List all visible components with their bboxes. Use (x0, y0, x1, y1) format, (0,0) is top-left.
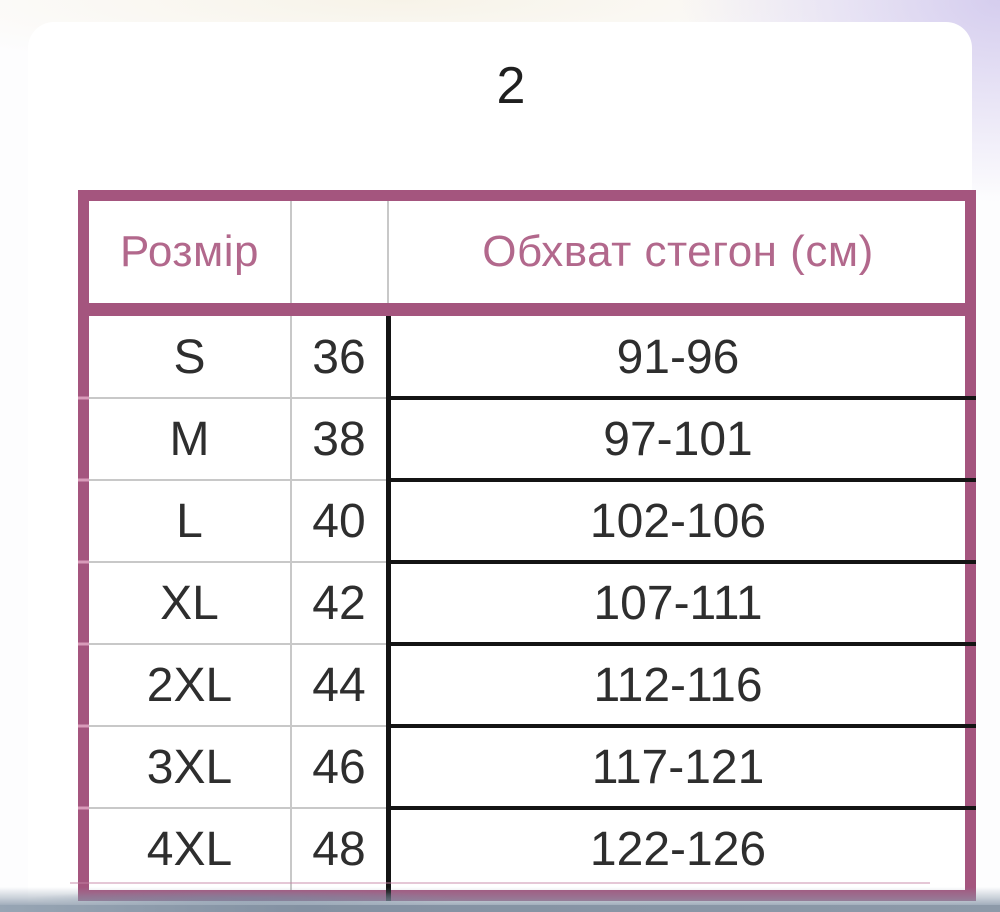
column-divider (290, 201, 292, 303)
photo-bottom-shadow (0, 887, 1000, 905)
column-divider (290, 480, 292, 562)
cell-size: 4XL (146, 822, 233, 876)
header-divider (89, 303, 965, 316)
table-header-row: Розмір Обхват стегон (см) (89, 201, 965, 303)
table-body: S 36 91-96 M 38 97-101 L 40 (78, 316, 976, 901)
row-divider (78, 642, 89, 646)
cell-number: 46 (312, 740, 366, 794)
row-divider (89, 561, 386, 563)
column-divider (290, 726, 292, 808)
column-divider (290, 316, 292, 398)
cell-size: S (173, 330, 206, 384)
row-divider (89, 397, 386, 399)
cell-hips: 91-96 (616, 330, 740, 384)
column-divider (290, 808, 292, 890)
row-divider (386, 642, 976, 646)
row-divider (78, 806, 89, 810)
cell-size: M (169, 412, 210, 466)
table-row: 3XL 46 117-121 (89, 726, 965, 808)
cell-number: 44 (312, 658, 366, 712)
table-shadow (70, 882, 930, 884)
cell-size: L (176, 494, 203, 548)
photo-bottom-edge (0, 905, 1000, 912)
cell-hips: 107-111 (593, 576, 763, 630)
row-divider (78, 724, 89, 728)
cell-hips: 122-126 (589, 822, 767, 876)
row-divider (386, 560, 976, 564)
page-number: 2 (496, 57, 526, 115)
cell-size: 2XL (146, 658, 233, 712)
table-row: 2XL 44 112-116 (89, 644, 965, 726)
table-row: 4XL 48 122-126 (89, 808, 965, 890)
cell-number: 42 (312, 576, 366, 630)
table-row: S 36 91-96 (89, 316, 965, 398)
cell-hips: 97-101 (603, 412, 753, 466)
row-divider (89, 807, 386, 809)
cell-number: 38 (312, 412, 366, 466)
document-card: 2 Розмір Обхват стегон (см) S 36 91-96 (28, 22, 976, 912)
row-divider (386, 396, 976, 400)
header-cell-hips: Обхват стегон (см) (482, 227, 874, 276)
table-row: M 38 97-101 (89, 398, 965, 480)
cell-hips: 102-106 (589, 494, 767, 548)
column-divider (290, 562, 292, 644)
cell-hips: 112-116 (593, 658, 763, 712)
cell-number: 40 (312, 494, 366, 548)
row-divider (78, 396, 89, 400)
row-divider (89, 479, 386, 481)
cell-number: 48 (312, 822, 366, 876)
row-divider (386, 806, 976, 810)
column-divider (290, 398, 292, 480)
cell-size: 3XL (146, 740, 233, 794)
size-table: Розмір Обхват стегон (см) S 36 91-96 M (78, 190, 976, 901)
row-divider (78, 560, 89, 564)
header-cell-size: Розмір (119, 227, 260, 276)
column-divider (290, 644, 292, 726)
column-divider-black (386, 316, 391, 901)
row-divider (386, 724, 976, 728)
cell-number: 36 (312, 330, 366, 384)
column-divider (386, 201, 391, 303)
row-divider (89, 643, 386, 645)
row-divider (386, 478, 976, 482)
table-row: XL 42 107-111 (89, 562, 965, 644)
row-divider (89, 725, 386, 727)
cell-size: XL (160, 576, 219, 630)
cell-hips: 117-121 (591, 740, 765, 794)
row-divider (78, 478, 89, 482)
table-row: L 40 102-106 (89, 480, 965, 562)
